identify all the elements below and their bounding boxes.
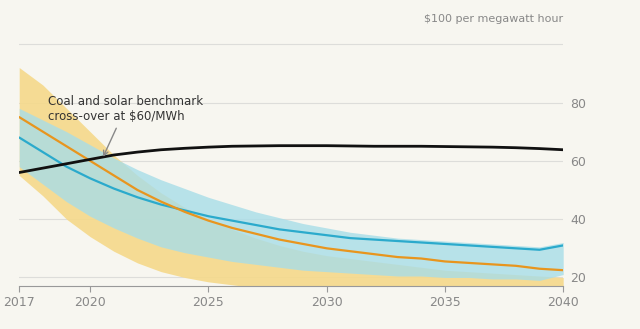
Text: $100 per megawatt hour: $100 per megawatt hour [424,14,563,24]
Text: Coal and solar benchmark
cross-over at $60/MWh: Coal and solar benchmark cross-over at $… [47,95,203,155]
